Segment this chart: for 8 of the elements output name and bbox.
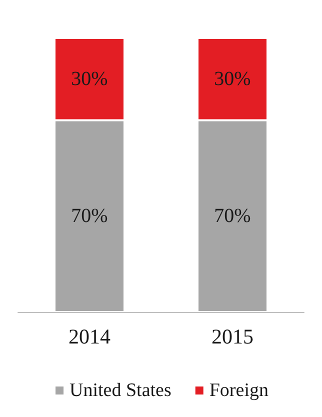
x-tick-label: 2014: [68, 324, 111, 348]
legend-label: United States: [70, 380, 172, 401]
legend-label: Foreign: [209, 380, 269, 401]
data-label: 70%: [214, 205, 251, 228]
data-label: 30%: [71, 68, 108, 90]
data-label: 70%: [71, 205, 108, 228]
x-tick-label: 2015: [212, 324, 254, 348]
data-label: 30%: [214, 68, 251, 90]
